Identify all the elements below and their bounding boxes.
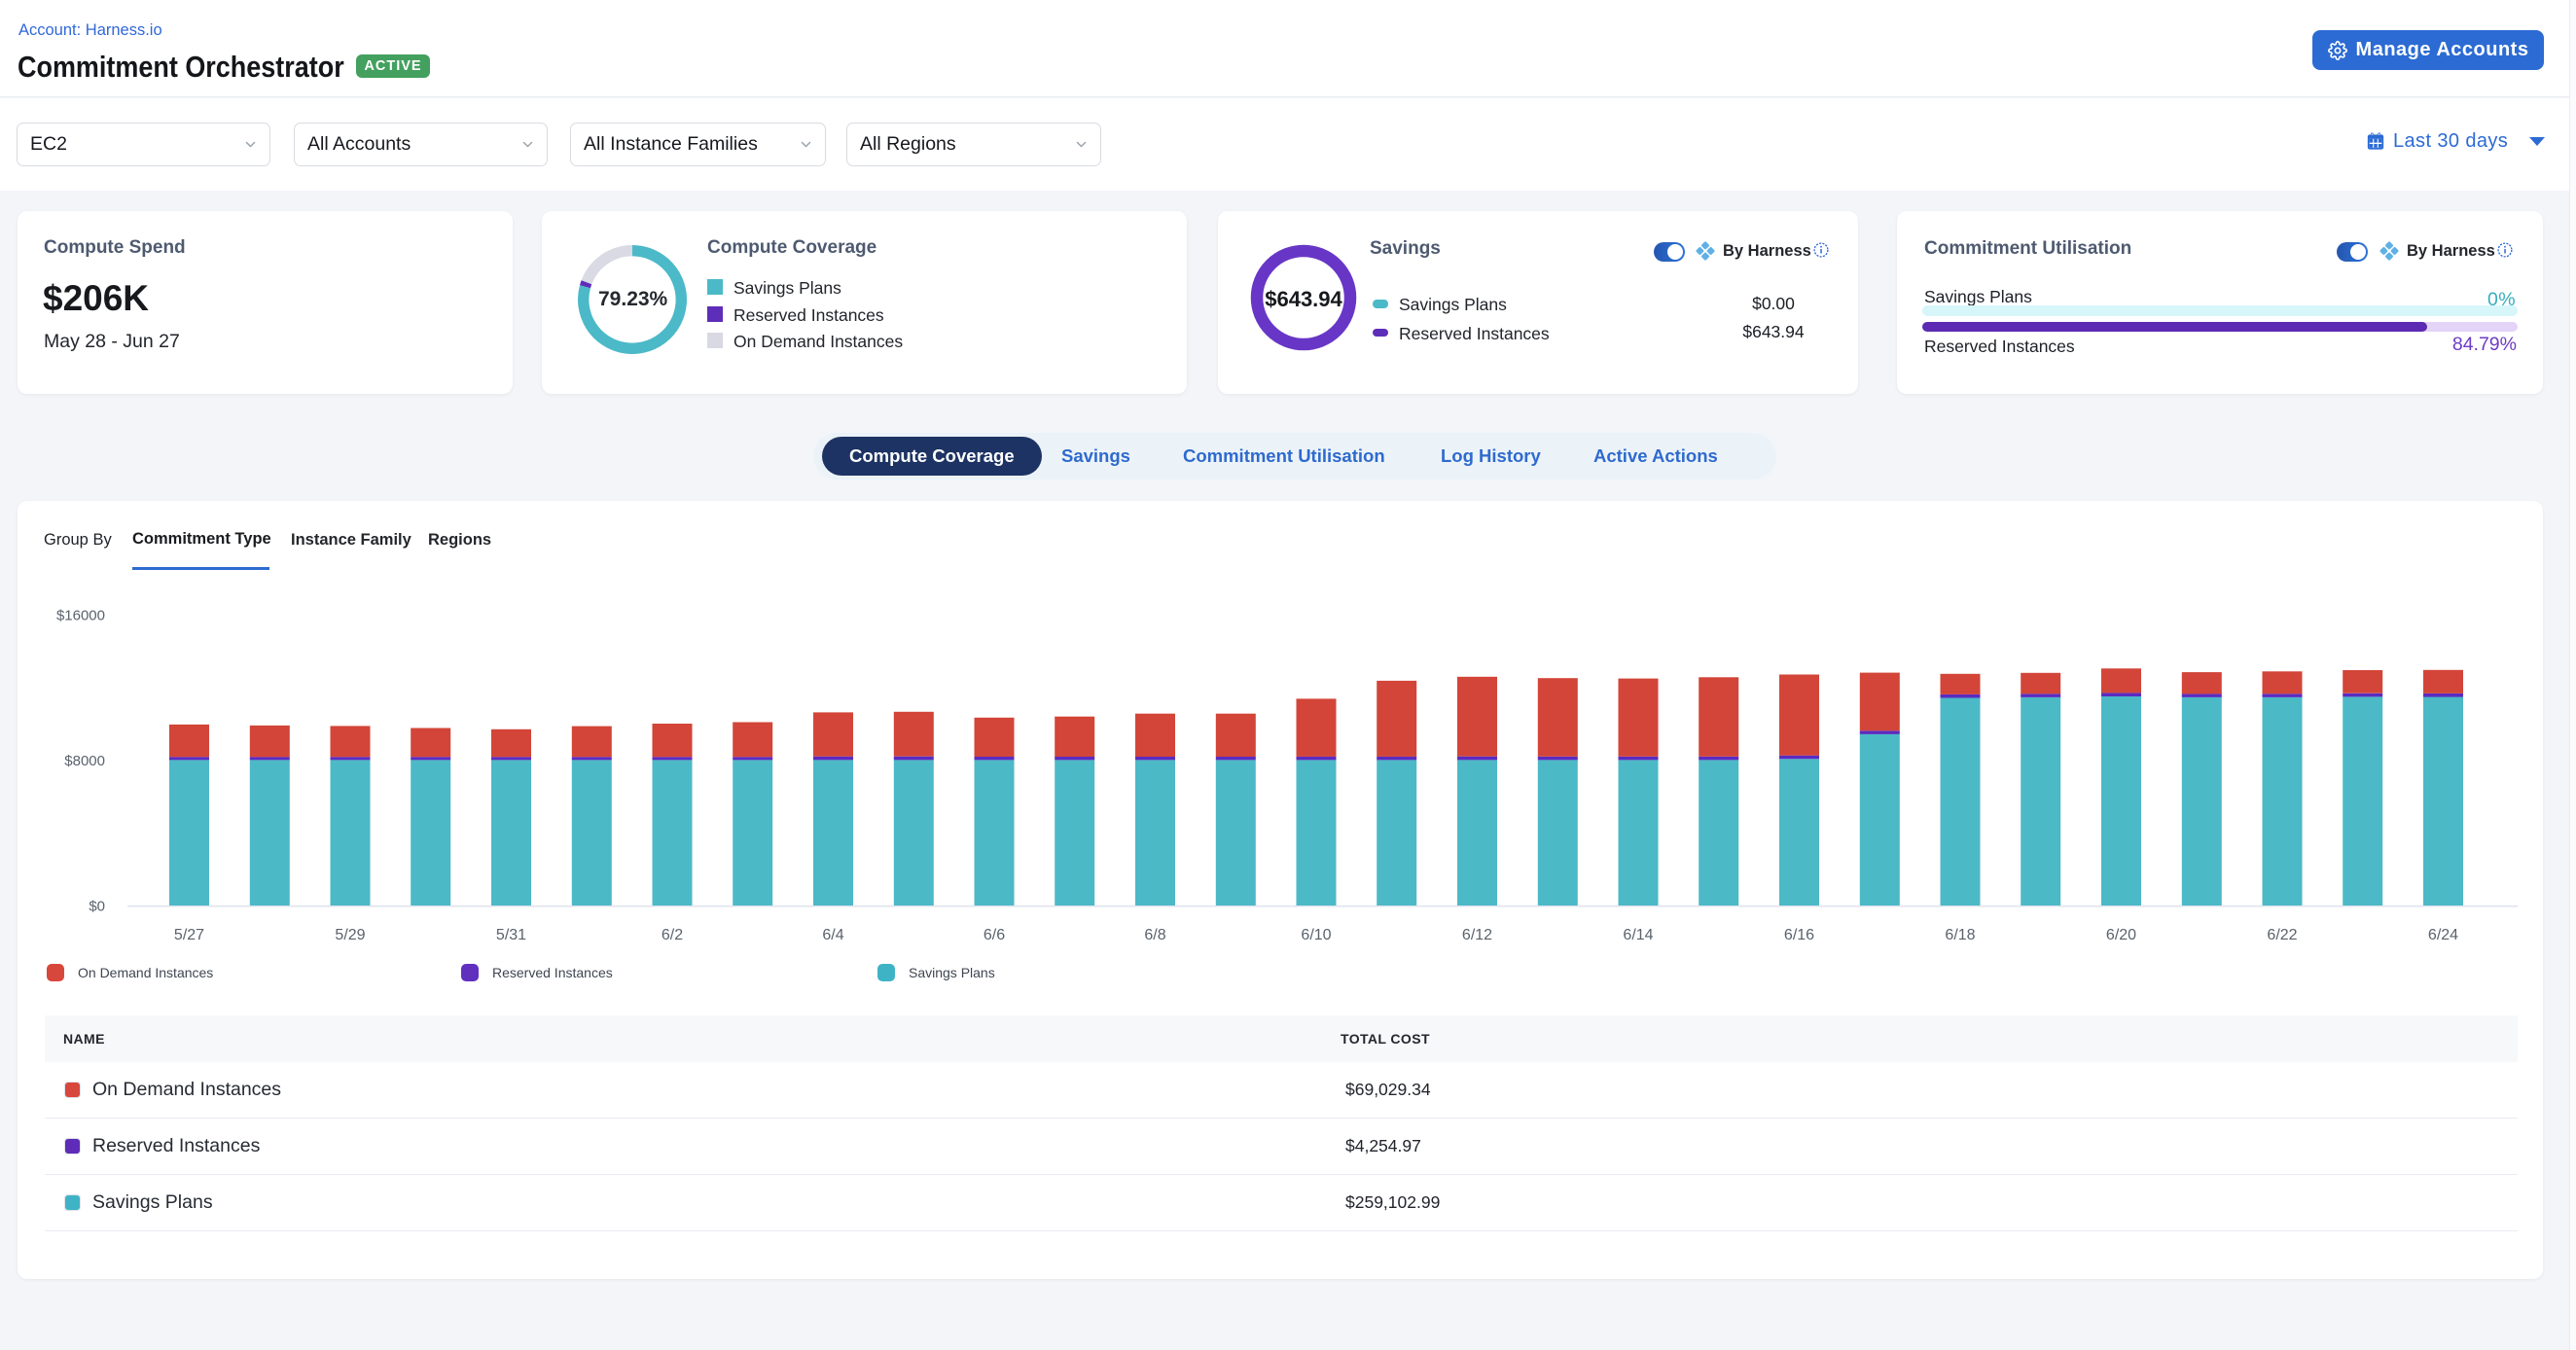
svg-text:6/10: 6/10 — [1301, 927, 1331, 943]
svg-text:6/18: 6/18 — [1945, 927, 1975, 943]
svg-text:$0: $0 — [89, 899, 105, 915]
svg-text:5/29: 5/29 — [335, 927, 365, 943]
svg-text:6/6: 6/6 — [984, 927, 1005, 943]
svg-text:6/12: 6/12 — [1462, 927, 1492, 943]
svg-text:$16000: $16000 — [56, 607, 105, 623]
svg-text:6/14: 6/14 — [1623, 927, 1653, 943]
svg-text:5/31: 5/31 — [496, 927, 526, 943]
svg-text:6/20: 6/20 — [2106, 927, 2136, 943]
svg-text:6/24: 6/24 — [2428, 927, 2458, 943]
svg-text:$8000: $8000 — [64, 753, 105, 769]
svg-text:6/22: 6/22 — [2267, 927, 2297, 943]
svg-text:5/27: 5/27 — [174, 927, 204, 943]
svg-text:6/16: 6/16 — [1784, 927, 1814, 943]
svg-text:6/8: 6/8 — [1144, 927, 1165, 943]
svg-text:6/4: 6/4 — [822, 927, 843, 943]
svg-text:6/2: 6/2 — [662, 927, 683, 943]
